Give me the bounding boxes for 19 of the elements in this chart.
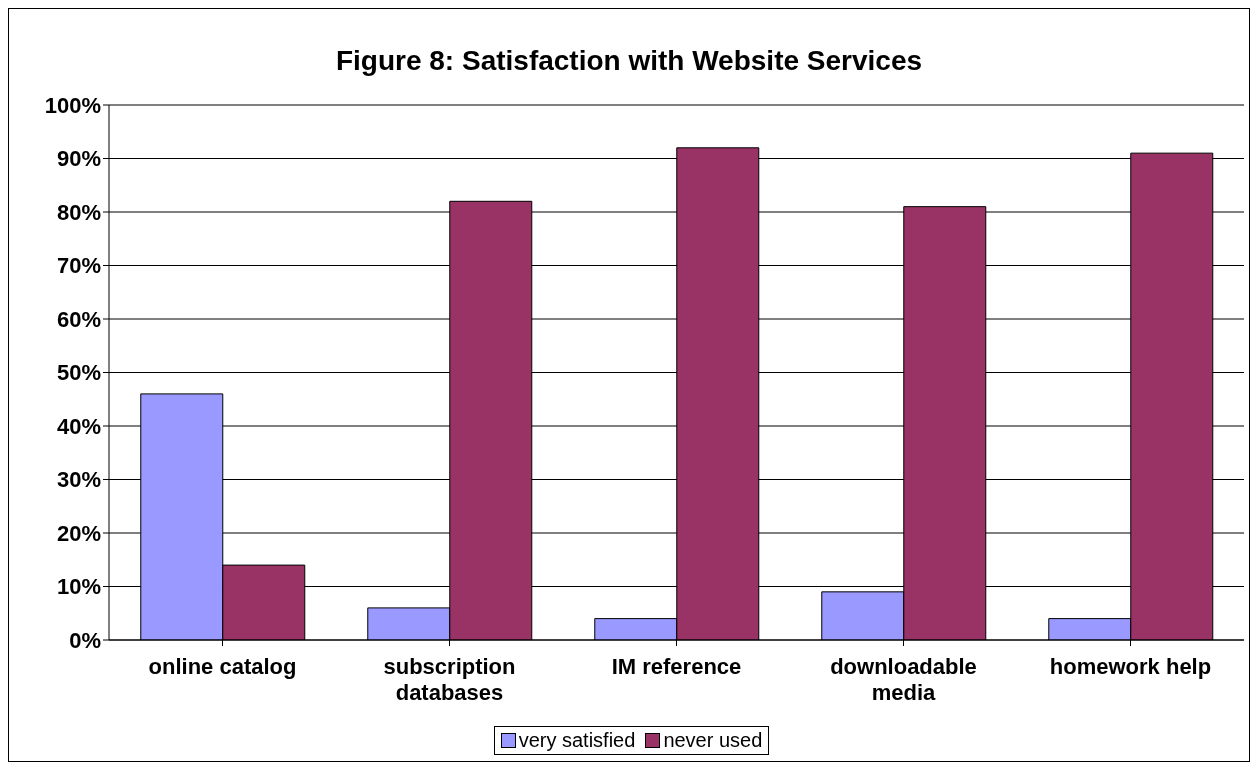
- y-tick-label: 90%: [56, 146, 101, 172]
- y-tick-label: 30%: [56, 467, 101, 493]
- y-tick-label: 0%: [69, 627, 101, 653]
- legend-label: never used: [662, 729, 763, 752]
- x-tick-label: subscription databases: [383, 654, 516, 705]
- legend-label: very satisfied: [517, 729, 636, 752]
- y-tick-label: 40%: [56, 413, 101, 439]
- y-tick-label: 10%: [56, 574, 101, 600]
- x-tick-label: online catalog: [148, 654, 297, 679]
- y-tick-label: 50%: [56, 360, 101, 386]
- y-tick-label: 20%: [56, 520, 101, 546]
- x-tick-label: homework help: [1049, 654, 1212, 679]
- y-tick-label: 70%: [56, 253, 101, 279]
- x-tick-label: downloadable media: [830, 654, 977, 705]
- y-tick-label: 60%: [56, 306, 101, 332]
- y-tick-label: 80%: [56, 199, 101, 225]
- chart-title: Figure 8: Satisfaction with Website Services: [334, 45, 924, 78]
- x-tick-label: IM reference: [611, 654, 742, 679]
- y-tick-label: 100%: [44, 92, 101, 118]
